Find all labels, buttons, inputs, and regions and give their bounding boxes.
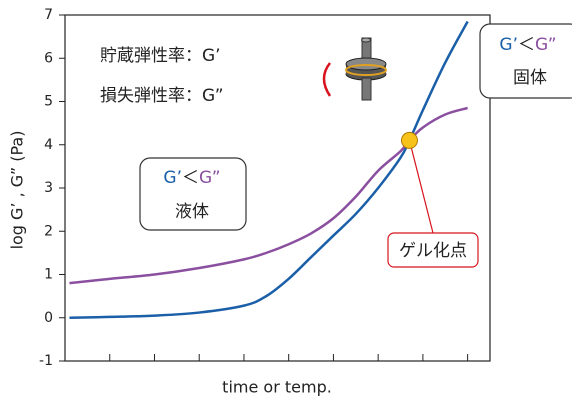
plot-frame	[65, 15, 490, 361]
y-tick-label: 2	[44, 223, 53, 239]
gel-point-connector	[409, 140, 433, 233]
x-axis-label: time or temp.	[222, 378, 332, 397]
g-double-prime: G”	[535, 35, 557, 55]
chart: log G’ , G” (Pa) time or temp. 貯蔵弾性率：G’ …	[0, 0, 572, 399]
legend-entry: 貯蔵弾性率：G’	[100, 46, 221, 66]
gel-point-label: ゲル化点	[399, 241, 467, 261]
y-axis-label: log G’ , G” (Pa)	[8, 131, 27, 250]
page: {"chart_data": {"type": "line", "y_label…	[0, 0, 572, 399]
liquid-label: 液体	[175, 202, 209, 222]
y-tick-label: 7	[44, 7, 53, 23]
y-tick-label: 4	[44, 137, 53, 153]
rheometer-icon	[324, 38, 386, 100]
g-prime: G’	[163, 168, 182, 188]
solid-condition: G’＜G”	[499, 35, 556, 55]
y-tick-label: 6	[44, 50, 53, 66]
y-tick-label: -1	[39, 353, 53, 369]
gel-point	[401, 132, 417, 148]
y-tick-label: 3	[44, 180, 53, 196]
g-double-prime: G”	[199, 168, 221, 188]
y-tick-label: 5	[44, 94, 53, 110]
liquid-condition: G’＜G”	[163, 168, 220, 188]
y-tick-label: 1	[44, 267, 53, 283]
legend-entry: 損失弾性率：G”	[100, 86, 224, 106]
operator: ＜	[518, 35, 535, 55]
y-tick-label: 0	[44, 310, 53, 326]
g-prime: G’	[499, 35, 518, 55]
solid-label: 固体	[513, 68, 547, 88]
operator: ＜	[182, 168, 199, 188]
